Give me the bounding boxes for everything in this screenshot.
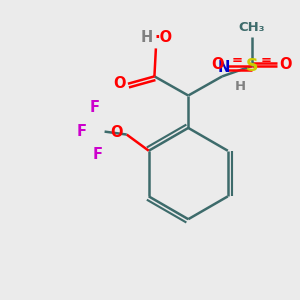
Text: =: =: [231, 54, 242, 67]
Text: N: N: [217, 60, 230, 75]
Text: CH₃: CH₃: [238, 21, 265, 34]
Text: S: S: [245, 57, 258, 75]
Text: F: F: [76, 124, 86, 139]
Text: =: =: [261, 54, 272, 67]
Text: H: H: [140, 30, 153, 45]
Text: O: O: [113, 76, 126, 91]
Text: O: O: [279, 57, 292, 72]
Text: ·O: ·O: [154, 30, 172, 45]
Text: F: F: [92, 147, 102, 162]
Text: H: H: [235, 80, 246, 93]
Text: O: O: [111, 125, 123, 140]
Text: F: F: [89, 100, 99, 116]
Text: O: O: [212, 57, 224, 72]
